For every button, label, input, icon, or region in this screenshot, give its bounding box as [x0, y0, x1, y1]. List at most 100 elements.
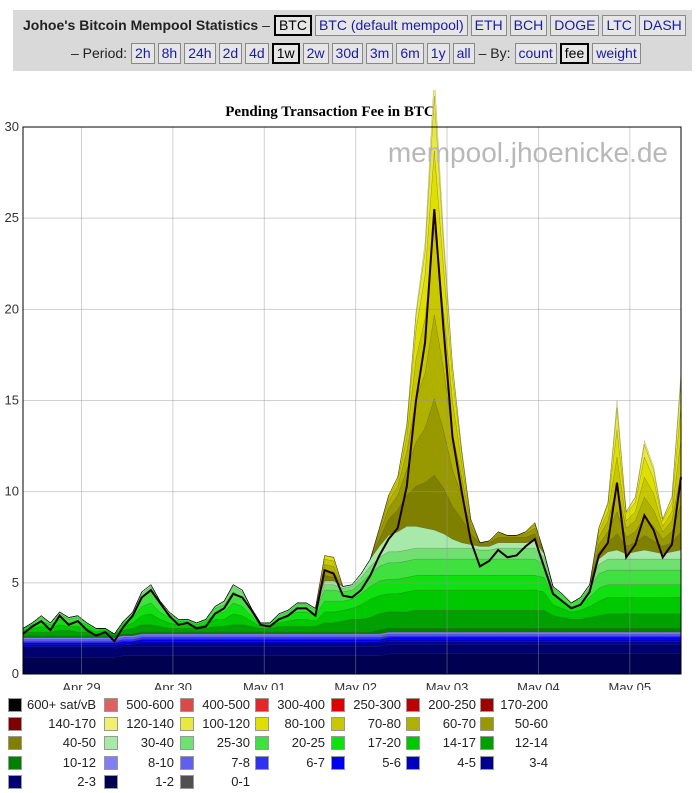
period-1w-button[interactable]: 1w [271, 42, 300, 64]
coin-ltc-button[interactable]: LTC [602, 14, 636, 36]
period-8h-button[interactable]: 8h [157, 42, 182, 64]
period-1y-button[interactable]: 1y [426, 42, 450, 64]
legend-swatch [8, 774, 22, 789]
coin-btc-button[interactable]: BTC [273, 14, 312, 36]
legend-label: 0-1 [231, 773, 250, 789]
legend-label: 14-17 [442, 735, 476, 751]
x-tick-label: May 04 [517, 680, 560, 690]
legend-label: 170-200 [500, 697, 548, 712]
legend-label: 1-2 [155, 773, 174, 789]
area-1-2 [22, 653, 682, 675]
plot-frame [22, 126, 682, 675]
coin-bch-button[interactable]: BCH [509, 14, 548, 36]
legend-item: 100-120 [180, 715, 250, 732]
area-100-120 [22, 95, 682, 635]
period-2h-button[interactable]: 2h [131, 42, 155, 64]
legend-swatch [255, 698, 269, 712]
legend-item: 5-6 [331, 754, 401, 770]
coin-doge-button[interactable]: DOGE [550, 14, 600, 36]
coin-dash-button[interactable]: DASH [638, 14, 686, 36]
x-axis: Apr 29 Apr 30 May 01 May 02 May 03 May 04 May … [62, 680, 651, 690]
legend-item: 10-12 [8, 754, 96, 770]
x-tick-label: Apr 29 [62, 680, 100, 690]
legend-label: 60-70 [442, 716, 476, 732]
y-axis: 0 5 10 15 20 25 30 [5, 119, 19, 681]
legend-swatch [331, 755, 345, 770]
legend-swatch [180, 717, 194, 732]
y-tick-label: 20 [5, 301, 19, 316]
legend-item: 140-170 [8, 715, 96, 732]
period-label: – Period: [71, 45, 128, 61]
y-tick-label: 15 [5, 393, 19, 408]
header-bar: Johoe's Bitcoin Mempool Statistics – BTC… [13, 10, 692, 71]
by-weight-button[interactable]: weight [592, 42, 641, 64]
legend-item: 25-30 [180, 734, 250, 751]
coin-btc-default-mempool-button[interactable]: BTC (default mempool) [314, 14, 468, 36]
legend-item: 120-140 [104, 715, 174, 732]
legend-item: 4-5 [406, 754, 476, 770]
legend-item: 7-8 [180, 754, 250, 770]
legend-label: 500-600 [126, 697, 174, 712]
legend-swatch [331, 717, 345, 732]
legend-label: 80-100 [284, 716, 325, 732]
legend-label: 25-30 [216, 735, 250, 751]
legend-item: 170-200 [480, 696, 548, 712]
legend-item: 1-2 [104, 773, 174, 789]
x-tick-label: May 05 [609, 680, 652, 690]
coin-eth-button[interactable]: ETH [470, 14, 507, 36]
period-2w-button[interactable]: 2w [302, 42, 329, 64]
legend-item: 8-10 [104, 754, 174, 770]
legend-swatch [255, 736, 269, 751]
legend-item: 70-80 [331, 715, 401, 732]
period-6m-button[interactable]: 6m [396, 42, 424, 64]
period-3m-button[interactable]: 3m [365, 42, 394, 64]
legend-swatch [104, 774, 118, 789]
legend-swatch [8, 736, 22, 751]
coin-row: Johoe's Bitcoin Mempool Statistics – BTC… [23, 13, 692, 37]
fee-chart: Pending Transaction Fee in BTC mempool.j… [5, 90, 682, 690]
legend-swatch [8, 717, 22, 732]
legend-label: 200-250 [428, 697, 476, 712]
period-2d-button[interactable]: 2d [218, 42, 243, 64]
period-30d-button[interactable]: 30d [331, 42, 363, 64]
legend-item: 300-400 [255, 696, 325, 712]
legend-swatch [406, 698, 420, 712]
legend-swatch [104, 755, 118, 770]
period-24h-button[interactable]: 24h [184, 42, 216, 64]
title-separator: – [262, 17, 270, 33]
legend-label: 5-6 [382, 754, 401, 770]
legend-label: 400-500 [202, 697, 250, 712]
legend-swatch [480, 755, 494, 770]
area-70-80 [22, 227, 682, 635]
legend-swatch [104, 736, 118, 751]
coin-selector: BTC BTC (default mempool) ETH BCH DOGE LTC DAS… [273, 14, 689, 36]
y-tick-label: 30 [5, 119, 19, 134]
legend-swatch [180, 774, 194, 789]
legend-label: 7-8 [231, 754, 250, 770]
legend-swatch [8, 755, 22, 770]
x-tick-label: May 02 [334, 680, 377, 690]
legend-label: 17-20 [367, 735, 401, 751]
legend-label: 300-400 [277, 697, 325, 712]
area-80-100 [22, 150, 682, 635]
legend-label: 6-7 [306, 754, 325, 770]
legend-label: 100-120 [202, 716, 250, 732]
total-line [22, 209, 682, 643]
legend-swatch [180, 736, 194, 751]
legend-item: 500-600 [104, 696, 174, 712]
y-tick-label: 5 [12, 575, 19, 590]
stacked-areas [22, 90, 682, 675]
legend-item: 6-7 [255, 754, 325, 770]
legend-swatch [331, 736, 345, 751]
legend-item: 60-70 [406, 715, 476, 732]
legend-label: 140-170 [48, 716, 96, 732]
legend-label: 600+ sat/vB [26, 697, 96, 712]
period-all-button[interactable]: all [452, 42, 475, 64]
legend-swatch [406, 755, 420, 770]
period-4d-button[interactable]: 4d [245, 42, 269, 64]
by-fee-button[interactable]: fee [559, 42, 590, 64]
by-count-button[interactable]: count [514, 42, 557, 64]
metric-selector: count fee weight [514, 42, 644, 64]
legend-label: 120-140 [126, 716, 174, 732]
legend-item: 20-25 [255, 734, 325, 751]
